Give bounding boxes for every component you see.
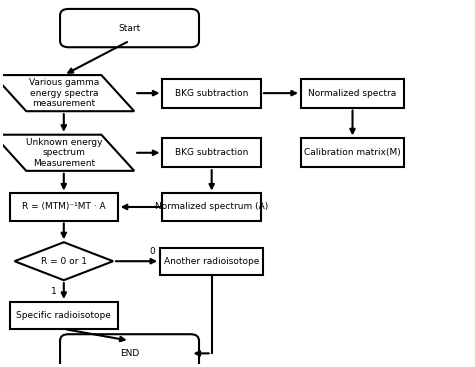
Bar (160, 248, 263, 275)
FancyBboxPatch shape (60, 334, 199, 367)
Polygon shape (0, 75, 134, 111)
Bar (162, 138, 261, 167)
Bar (301, 138, 404, 167)
Text: Normalized spectrum (A): Normalized spectrum (A) (155, 203, 268, 211)
Bar (301, 79, 404, 108)
Bar (162, 79, 261, 108)
Text: Normalized spectra: Normalized spectra (308, 89, 397, 98)
Text: R = 0 or 1: R = 0 or 1 (41, 257, 87, 266)
Text: BKG subtraction: BKG subtraction (175, 89, 248, 98)
Bar (162, 193, 261, 221)
Text: 1: 1 (51, 287, 57, 297)
Polygon shape (15, 242, 113, 280)
Text: END: END (120, 349, 139, 358)
Bar (10, 302, 118, 329)
FancyBboxPatch shape (60, 9, 199, 47)
Text: 0: 0 (150, 247, 155, 256)
Text: Various gamma
energy spectra
measurement: Various gamma energy spectra measurement (28, 78, 99, 108)
Text: Another radioisotope: Another radioisotope (164, 257, 259, 266)
Text: Unknown energy
spectrum
Measurement: Unknown energy spectrum Measurement (26, 138, 102, 168)
Text: Calibration matrix(M): Calibration matrix(M) (304, 148, 401, 157)
Text: Start: Start (118, 23, 141, 33)
Bar (10, 193, 118, 221)
Text: R = (MTM)⁻¹MT · A: R = (MTM)⁻¹MT · A (22, 203, 105, 211)
Text: BKG subtraction: BKG subtraction (175, 148, 248, 157)
Polygon shape (0, 135, 134, 171)
Text: Specific radioisotope: Specific radioisotope (16, 311, 111, 320)
